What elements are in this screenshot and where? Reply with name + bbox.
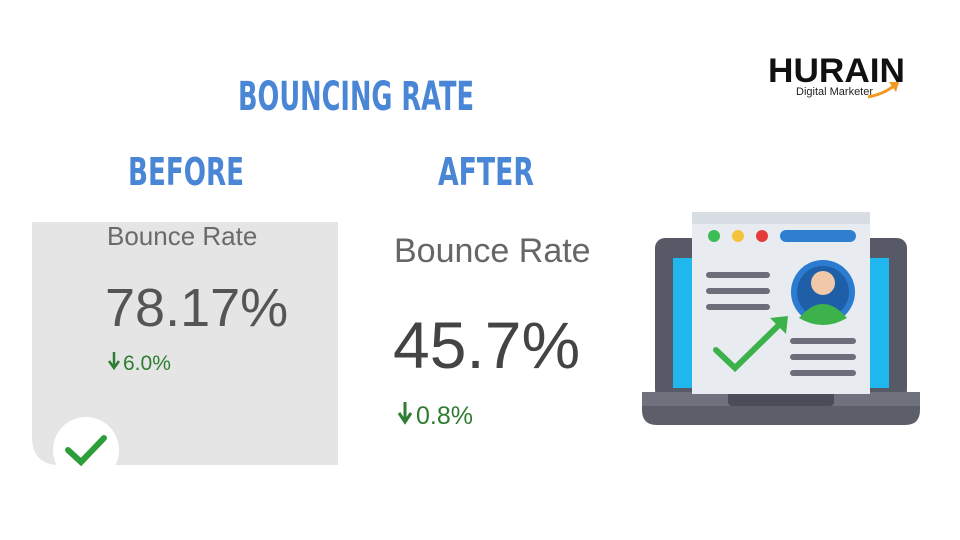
down-arrow — [397, 402, 413, 425]
logo-name: HURAIN — [768, 52, 905, 90]
card-title: Bounce Rate — [107, 221, 257, 251]
after-card: Bounce Rate 45.7% 0.8% — [393, 232, 591, 430]
logo: HURAIN Digital Marketer — [768, 52, 905, 99]
card-change: 6.0% — [123, 352, 171, 375]
title: BOUNCING RATE — [238, 74, 474, 120]
before-label: BEFORE — [128, 150, 244, 194]
after-label: AFTER — [438, 150, 534, 194]
card-change: 0.8% — [416, 402, 473, 430]
check — [65, 435, 107, 467]
mask — [0, 466, 345, 486]
card-value: 78.17% — [105, 278, 288, 338]
down-arrow — [107, 352, 121, 371]
card-value: 45.7% — [393, 308, 580, 382]
card-title: Bounce Rate — [394, 232, 591, 270]
card-bg — [32, 222, 338, 465]
laptop-illustration — [642, 212, 920, 425]
before-card: Bounce Rate 78.17% 6.0% — [0, 221, 345, 486]
logo-tagline: Digital Marketer — [796, 86, 873, 98]
logo-arrowhead — [889, 82, 899, 92]
